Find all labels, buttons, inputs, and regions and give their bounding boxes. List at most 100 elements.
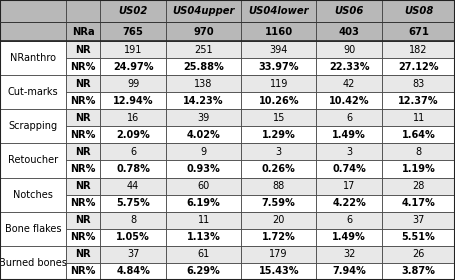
Text: 0.78%: 0.78%	[116, 164, 150, 174]
Bar	[0, 246, 66, 280]
Text: Burned bones: Burned bones	[0, 258, 67, 268]
Text: 44: 44	[127, 181, 139, 191]
Bar	[66, 212, 100, 229]
Text: 970: 970	[193, 27, 214, 37]
Bar	[0, 178, 66, 212]
Bar	[166, 263, 241, 280]
Text: NR: NR	[75, 113, 91, 123]
Bar	[166, 92, 241, 109]
Text: NR: NR	[75, 181, 91, 191]
Bar	[241, 143, 316, 160]
Text: 1160: 1160	[265, 27, 293, 37]
Bar	[166, 126, 241, 143]
Text: 61: 61	[197, 249, 210, 259]
Bar	[241, 263, 316, 280]
Text: US04lower: US04lower	[248, 6, 309, 16]
Bar	[241, 160, 316, 178]
Bar	[166, 178, 241, 195]
Bar	[100, 160, 166, 178]
Text: 7.94%: 7.94%	[332, 267, 366, 276]
Text: 14.23%: 14.23%	[183, 96, 224, 106]
Text: 394: 394	[269, 45, 288, 55]
Bar	[166, 246, 241, 263]
Bar	[166, 195, 241, 212]
Bar	[66, 195, 100, 212]
Bar	[66, 41, 100, 58]
Text: 9: 9	[201, 147, 207, 157]
Bar	[382, 229, 455, 246]
Bar	[166, 0, 241, 22]
Bar	[316, 263, 382, 280]
Bar	[66, 126, 100, 143]
Text: 8: 8	[130, 215, 136, 225]
Bar	[166, 109, 241, 126]
Bar	[100, 178, 166, 195]
Text: Cut-marks: Cut-marks	[8, 87, 58, 97]
Bar	[66, 246, 100, 263]
Bar	[241, 126, 316, 143]
Bar	[316, 0, 382, 22]
Text: NR: NR	[75, 249, 91, 259]
Bar	[100, 126, 166, 143]
Bar	[316, 212, 382, 229]
Bar	[382, 58, 455, 75]
Bar	[241, 92, 316, 109]
Text: 27.12%: 27.12%	[398, 62, 439, 72]
Bar	[66, 143, 100, 160]
Bar	[66, 58, 100, 75]
Bar	[382, 263, 455, 280]
Bar	[0, 143, 66, 178]
Bar	[382, 246, 455, 263]
Bar	[166, 58, 241, 75]
Bar	[241, 75, 316, 92]
Bar	[66, 0, 100, 22]
Bar	[316, 41, 382, 58]
Bar	[166, 22, 241, 41]
Bar	[241, 212, 316, 229]
Text: 83: 83	[413, 79, 425, 89]
Bar	[316, 178, 382, 195]
Text: Notches: Notches	[13, 190, 53, 200]
Text: 3: 3	[346, 147, 352, 157]
Bar	[316, 58, 382, 75]
Text: 37: 37	[127, 249, 139, 259]
Bar	[0, 75, 66, 109]
Text: 42: 42	[343, 79, 355, 89]
Text: 403: 403	[339, 27, 359, 37]
Text: US02: US02	[118, 6, 148, 16]
Bar	[316, 22, 382, 41]
Bar	[66, 75, 100, 92]
Text: 1.19%: 1.19%	[402, 164, 435, 174]
Bar	[316, 126, 382, 143]
Bar	[66, 92, 100, 109]
Bar	[166, 229, 241, 246]
Bar	[382, 22, 455, 41]
Bar	[100, 109, 166, 126]
Bar	[316, 92, 382, 109]
Text: 17: 17	[343, 181, 355, 191]
Text: 1.49%: 1.49%	[332, 130, 366, 140]
Text: 20: 20	[273, 215, 285, 225]
Text: 1.29%: 1.29%	[262, 130, 296, 140]
Text: NR: NR	[75, 45, 91, 55]
Text: NR%: NR%	[71, 198, 96, 208]
Bar	[100, 195, 166, 212]
Text: NR%: NR%	[71, 164, 96, 174]
Text: NR%: NR%	[71, 62, 96, 72]
Bar	[0, 212, 66, 246]
Bar	[241, 246, 316, 263]
Text: 10.42%: 10.42%	[329, 96, 369, 106]
Text: 6.19%: 6.19%	[187, 198, 221, 208]
Text: 33.97%: 33.97%	[258, 62, 299, 72]
Bar	[66, 22, 100, 41]
Bar	[100, 41, 166, 58]
Text: 11: 11	[413, 113, 425, 123]
Text: 32: 32	[343, 249, 355, 259]
Bar	[382, 41, 455, 58]
Text: 15.43%: 15.43%	[258, 267, 299, 276]
Bar	[166, 160, 241, 178]
Text: 16: 16	[127, 113, 139, 123]
Text: 1.72%: 1.72%	[262, 232, 296, 242]
Text: NR: NR	[75, 215, 91, 225]
Text: 4.17%: 4.17%	[402, 198, 435, 208]
